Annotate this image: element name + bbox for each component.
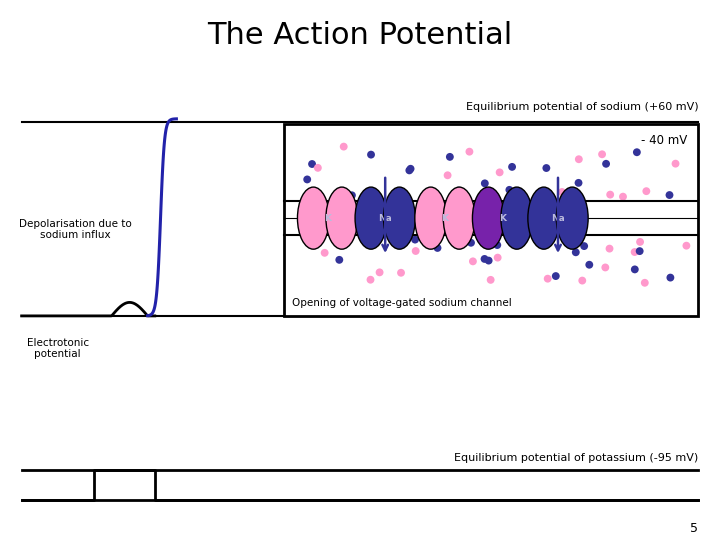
Text: Resting potential (-75 mV): Resting potential (-75 mV) xyxy=(552,300,698,310)
Ellipse shape xyxy=(355,187,387,249)
Text: The Action Potential: The Action Potential xyxy=(207,21,513,50)
Point xyxy=(365,150,377,159)
Point xyxy=(346,191,358,200)
Text: Na: Na xyxy=(551,214,565,222)
Point xyxy=(665,273,676,282)
Point xyxy=(395,268,407,277)
Point xyxy=(312,164,323,172)
Point xyxy=(634,247,645,255)
Ellipse shape xyxy=(528,187,559,249)
Point xyxy=(513,190,524,198)
Text: K: K xyxy=(499,214,506,222)
Point xyxy=(362,190,374,199)
Point xyxy=(467,257,479,266)
Point xyxy=(596,150,608,159)
Ellipse shape xyxy=(501,187,533,249)
Point xyxy=(405,165,416,173)
Point xyxy=(404,166,415,175)
Text: Equilibrium potential of sodium (+60 mV): Equilibrium potential of sodium (+60 mV) xyxy=(466,102,698,112)
Point xyxy=(577,276,588,285)
Text: K: K xyxy=(441,214,449,222)
Text: - 40 mV: - 40 mV xyxy=(642,134,688,147)
Point xyxy=(664,191,675,199)
Ellipse shape xyxy=(297,187,329,249)
Point xyxy=(680,241,692,250)
Point xyxy=(641,187,652,195)
Point xyxy=(444,152,456,161)
Point xyxy=(578,242,590,251)
Point xyxy=(333,255,345,264)
Point xyxy=(319,248,330,257)
Text: Electrotonic
potential: Electrotonic potential xyxy=(27,338,89,359)
Point xyxy=(374,268,385,276)
Point xyxy=(306,160,318,168)
Point xyxy=(365,275,377,284)
Point xyxy=(338,143,349,151)
Point xyxy=(503,186,515,194)
Point xyxy=(604,244,616,253)
Point xyxy=(465,239,477,247)
Ellipse shape xyxy=(415,187,446,249)
Point xyxy=(506,163,518,171)
Ellipse shape xyxy=(557,187,588,249)
Point xyxy=(573,179,585,187)
Ellipse shape xyxy=(472,187,504,249)
Point xyxy=(492,253,503,262)
Ellipse shape xyxy=(326,187,358,249)
Point xyxy=(629,248,640,256)
Point xyxy=(617,192,629,201)
Point xyxy=(453,186,464,195)
Point xyxy=(302,175,313,184)
Text: Equilibrium potential of potassium (-95 mV): Equilibrium potential of potassium (-95 … xyxy=(454,453,698,463)
Point xyxy=(604,190,616,199)
Point xyxy=(570,248,582,256)
Text: K: K xyxy=(324,214,331,222)
Point xyxy=(518,236,529,245)
Point xyxy=(542,274,554,283)
Point xyxy=(557,188,568,197)
Point xyxy=(479,255,490,264)
Point xyxy=(600,263,611,272)
Text: Depolarisation due to
sodium influx: Depolarisation due to sodium influx xyxy=(19,219,132,240)
Text: Opening of voltage-gated sodium channel: Opening of voltage-gated sodium channel xyxy=(292,298,511,308)
Point xyxy=(515,235,526,244)
Point xyxy=(442,171,454,180)
Point xyxy=(639,279,651,287)
Point xyxy=(600,159,612,168)
Point xyxy=(629,265,641,274)
Point xyxy=(494,168,505,177)
Point xyxy=(634,238,646,246)
Text: 5: 5 xyxy=(690,522,698,535)
Text: Na: Na xyxy=(378,214,392,222)
Point xyxy=(583,260,595,269)
Point xyxy=(479,179,490,188)
Ellipse shape xyxy=(384,187,415,249)
Point xyxy=(550,272,562,280)
Point xyxy=(670,159,681,168)
Point xyxy=(631,148,643,157)
Point xyxy=(485,275,496,284)
Point xyxy=(410,247,421,255)
Point xyxy=(492,241,503,249)
Point xyxy=(432,244,444,252)
Point xyxy=(541,164,552,172)
Ellipse shape xyxy=(444,187,475,249)
Point xyxy=(464,147,475,156)
FancyBboxPatch shape xyxy=(284,124,698,316)
Point xyxy=(573,155,585,164)
Point xyxy=(483,256,495,265)
Point xyxy=(409,235,420,244)
